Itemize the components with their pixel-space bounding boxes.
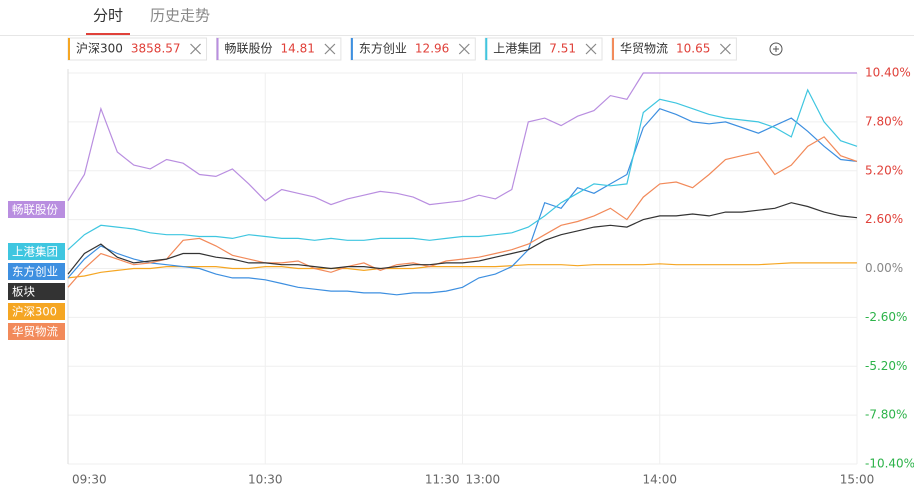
y-tick-label: 5.20% [865, 163, 903, 177]
x-tick-label: 09:30 [72, 473, 107, 487]
chip-color [350, 38, 353, 60]
legend-name: 东方创业 [359, 41, 407, 56]
chip-close[interactable] [719, 43, 731, 55]
legend-name: 畅联股份 [225, 42, 273, 56]
x-tick-label: 10:30 [248, 473, 283, 487]
series-line [67, 108, 858, 296]
chip-color [485, 38, 488, 60]
side-label: 畅联股份 [12, 203, 58, 217]
side-label: 板块 [12, 285, 35, 299]
chip-close[interactable] [190, 43, 201, 55]
chip-color [68, 38, 70, 60]
legend-chip[interactable]: 沪深300 3858.57 [67, 37, 208, 61]
side-label: 东方创业 [12, 265, 58, 279]
y-tick-label: -10.40% [865, 457, 914, 471]
series-line [67, 136, 858, 288]
legend-price: 12.96 [415, 42, 449, 56]
x-tick-label: 13:00 [466, 473, 501, 487]
legend-chip[interactable]: 华贸物流 10.65 [611, 37, 737, 61]
legend-name: 华贸物流 [620, 42, 668, 56]
x-tick-label: 11:30 [425, 473, 460, 487]
y-tick-label: -5.20% [865, 359, 907, 373]
side-label-bg [8, 263, 65, 280]
x-tick-label: 14:00 [642, 473, 677, 487]
y-tick-label: 10.40% [865, 66, 911, 80]
legend-price: 14.81 [281, 42, 315, 56]
series-line [67, 262, 857, 279]
legend-price: 7.51 [549, 42, 576, 56]
chip-close[interactable] [324, 43, 336, 55]
side-label-bg [8, 323, 65, 340]
side-label: 上港集团 [12, 245, 58, 259]
side-label-bg [8, 201, 65, 218]
y-tick-label: 2.60% [865, 212, 903, 226]
side-label: 华贸物流 [12, 325, 58, 339]
legend-price: 3858.57 [131, 42, 181, 56]
tab-underline [86, 33, 130, 35]
y-tick-label: -2.60% [865, 310, 907, 324]
side-label: 沪深300 [12, 305, 57, 319]
tab[interactable]: 历史走势 [150, 7, 210, 25]
chip-color [216, 38, 219, 60]
y-tick-label: -7.80% [865, 408, 907, 422]
y-tick-label: 0.00% [865, 261, 903, 275]
tab-active[interactable]: 分时 [93, 7, 123, 25]
add-icon[interactable] [769, 42, 783, 56]
legend-chip[interactable]: 畅联股份 14.81 [216, 37, 342, 61]
series-line [67, 72, 857, 206]
legend-chip[interactable]: 东方创业 12.96 [350, 37, 476, 61]
x-tick-label: 15:00 [840, 473, 875, 487]
series-line [67, 88, 858, 251]
y-tick-label: 7.80% [865, 114, 903, 128]
series-line [67, 202, 858, 275]
chip-close[interactable] [458, 43, 470, 55]
chip-color [612, 38, 615, 60]
side-label-bg [8, 303, 65, 320]
side-label-bg [8, 283, 65, 300]
side-label-bg [8, 243, 65, 260]
legend-name: 上港集团 [493, 41, 541, 56]
legend-chip[interactable]: 上港集团 7.51 [484, 37, 603, 61]
legend-price: 10.65 [676, 42, 710, 56]
legend-name: 沪深300 [76, 42, 123, 56]
add-icon-plus [773, 46, 779, 52]
chip-close[interactable] [585, 43, 597, 55]
